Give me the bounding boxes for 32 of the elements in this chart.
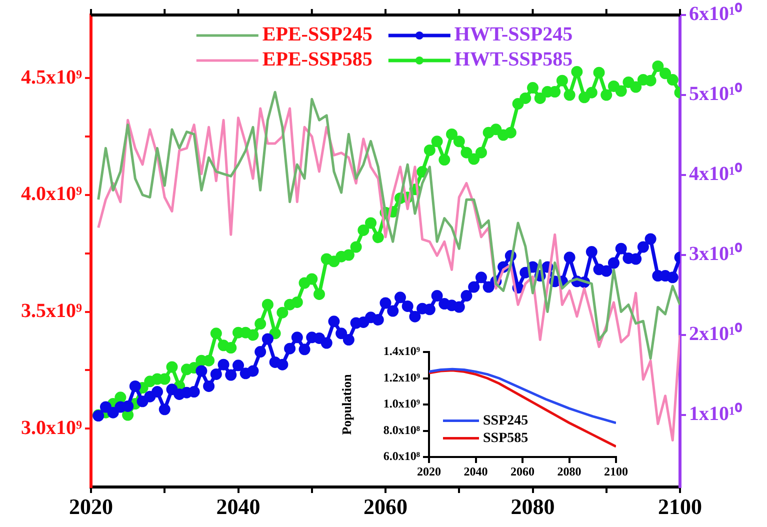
y-tick-label: 1.2x10⁹ <box>383 370 420 384</box>
legend-label: SSP245 <box>483 413 528 428</box>
x-tick-label: 2020 <box>69 494 113 519</box>
y2-tick-label: 5x10¹⁰ <box>689 82 742 106</box>
x-tick-label: 2100 <box>604 464 628 478</box>
y-tick-label: 4.0x10⁹ <box>21 183 82 206</box>
legend-label: SSP585 <box>483 430 528 446</box>
x-tick-label: 2060 <box>510 464 534 478</box>
y-tick-label: 1.0x10⁹ <box>383 396 420 411</box>
x-tick-label: 2100 <box>658 494 702 519</box>
x-tick-label: 2040 <box>216 494 260 519</box>
legend-label: HWT-SSP585 <box>454 48 573 71</box>
y2-tick-label: 6x10¹⁰ <box>689 2 742 26</box>
legend-label: EPE-SSP585 <box>262 48 372 71</box>
y-tick-label: 3.0x10⁹ <box>21 416 82 439</box>
y2-tick-label: 3x10¹⁰ <box>689 242 742 266</box>
y-tick-label: 1.4x10⁹ <box>383 344 420 358</box>
y2-tick-label: 1x10¹⁰ <box>689 402 742 426</box>
y2-tick-label: 2x10¹⁰ <box>689 322 742 346</box>
x-tick-label: 2020 <box>417 464 441 478</box>
legend-label: HWT-SSP245 <box>454 24 573 46</box>
y2-tick-label: 4x10¹⁰ <box>689 162 742 186</box>
x-tick-label: 2080 <box>510 494 555 519</box>
x-tick-label: 2040 <box>464 464 488 478</box>
legend-label: EPE-SSP245 <box>262 24 372 46</box>
x-tick-label: 2060 <box>364 494 408 519</box>
y-tick-label: 3.5x10⁹ <box>21 300 82 322</box>
y-tick-label: 4.5x10⁹ <box>21 66 82 88</box>
x-tick-label: 2080 <box>557 464 582 478</box>
y-tick-label: 8.0x10⁸ <box>383 422 420 437</box>
y-axis-title: Population <box>339 373 354 435</box>
y-tick-label: 6.0x10⁸ <box>383 449 420 464</box>
